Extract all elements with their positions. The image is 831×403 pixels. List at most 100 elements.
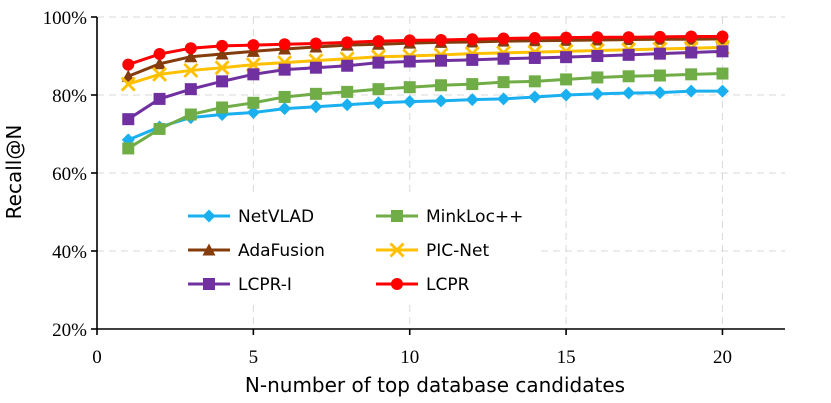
x-tick-label: 5 [249,347,259,368]
data-point-lcpr-i [528,51,541,64]
data-point-netvlad [465,93,479,107]
y-tick-label: 100% [43,8,88,29]
data-point-minkloc [435,79,447,92]
data-point-lcpr-i [184,83,197,96]
data-point-minkloc [497,76,510,89]
legend-swatch-marker [202,209,216,223]
data-point-minkloc [403,81,416,94]
legend-entry-adafusion: AdaFusion [188,241,325,261]
data-point-lcpr [153,48,166,61]
legend-box [180,196,537,301]
data-point-netvlad [497,92,511,106]
data-point-lcpr-i [153,92,166,105]
legend-swatch-marker [202,243,216,256]
data-point-lcpr [403,34,416,47]
x-tick-label: 20 [713,347,732,368]
data-point-lcpr [184,42,197,55]
legend-label: AdaFusion [238,241,325,261]
legend-swatch-marker [389,242,405,258]
data-point-netvlad [278,102,292,116]
data-point-lcpr-i [653,47,666,60]
data-point-netvlad [403,95,417,109]
legend-entry-lcpr: LCPR [376,275,470,295]
legend-entry-lcpr-i: LCPR-I [188,275,292,295]
data-point-lcpr-i [497,52,510,65]
data-point-lcpr [622,31,635,44]
data-point-minkloc [716,67,729,80]
data-point-lcpr-i [622,48,635,61]
data-point-minkloc [372,83,385,96]
x-tick-label: 0 [92,347,102,368]
data-point-minkloc [685,68,698,81]
data-point-lcpr-i [247,68,260,81]
data-point-lcpr [685,30,698,43]
data-point-netvlad [371,96,385,110]
data-point-lcpr [435,34,447,47]
series-lcpr [122,30,729,71]
y-tick-label: 80% [52,86,87,107]
data-point-minkloc [153,122,166,135]
data-point-minkloc [466,78,479,91]
legend-swatch-marker [391,210,403,222]
data-point-netvlad [715,84,729,98]
data-point-lcpr-i [685,46,698,59]
data-point-netvlad [590,87,604,101]
data-point-netvlad [434,94,448,108]
legend-label: LCPR [426,275,470,295]
data-point-lcpr [466,33,479,46]
data-point-netvlad [622,86,636,100]
data-point-minkloc [247,96,260,109]
data-point-lcpr [216,39,229,52]
series-lcpr-i [122,45,729,126]
x-marker-stroke [120,76,136,92]
data-point-lcpr [653,30,666,43]
legend-entry-minkloc: MinkLoc++ [376,207,523,227]
data-point-lcpr [341,36,354,49]
data-point-lcpr-i [372,56,385,69]
data-point-lcpr-i [591,50,604,62]
data-point-lcpr [716,30,729,43]
data-point-netvlad [340,98,354,112]
x-marker-stroke [183,62,199,78]
data-point-minkloc [560,73,573,86]
data-point-lcpr-i [341,59,354,72]
x-axis-label: N-number of top database candidates [245,373,625,397]
data-point-minkloc [216,101,229,114]
legend-swatch-marker [203,278,215,290]
data-point-netvlad [653,86,667,100]
data-point-lcpr [122,58,135,71]
data-point-lcpr [309,37,322,50]
legend-swatch-marker [391,278,403,290]
data-point-lcpr [497,32,510,45]
data-point-lcpr [560,31,573,44]
data-point-netvlad [309,100,323,114]
data-point-lcpr [247,39,260,52]
data-point-lcpr-i [435,54,447,67]
x-marker-stroke [152,66,168,82]
data-point-minkloc [184,108,197,121]
data-point-lcpr [278,38,291,51]
y-tick-label: 60% [52,164,87,185]
x-tick-label: 10 [400,347,419,368]
legend-label: MinkLoc++ [426,207,523,227]
data-point-lcpr [528,32,541,45]
data-point-adafusion [215,47,229,60]
data-point-minkloc [309,87,322,100]
legend-entry-pic-net: PIC-Net [376,241,489,261]
legend-entry-netvlad: NetVLAD [188,207,314,227]
data-point-lcpr-i [216,75,229,88]
data-point-pic-net [214,60,230,76]
data-point-lcpr-i [403,55,416,68]
data-point-netvlad [246,106,260,120]
series-lines [120,30,730,155]
data-point-lcpr-i [122,113,135,126]
data-point-adafusion [184,50,198,63]
data-point-adafusion [153,57,167,70]
data-point-netvlad [559,88,573,102]
legend-label: NetVLAD [238,207,314,227]
data-point-minkloc [278,90,291,103]
data-point-lcpr-i [466,53,479,66]
y-tick-label: 40% [52,242,87,263]
data-point-lcpr-i [309,61,322,74]
